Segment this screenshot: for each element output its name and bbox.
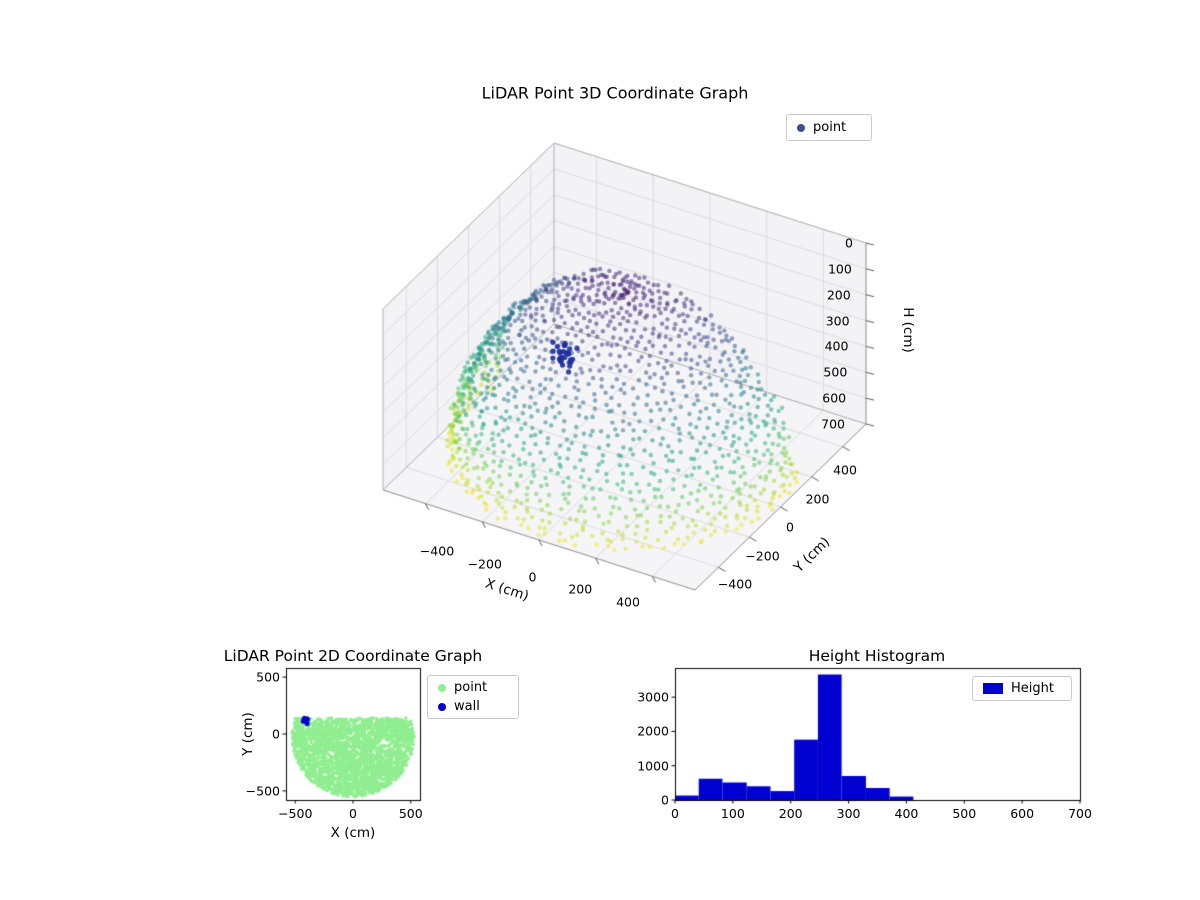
- chart3d-z-axis-label: H (cm): [900, 307, 916, 353]
- chart3d-x-tick-label: −400: [419, 543, 455, 559]
- wall-marker-icon: [438, 702, 446, 711]
- chart2d-y-axis-label: Y (cm): [240, 712, 256, 756]
- histogram-y-tick-label: 3000: [637, 689, 669, 705]
- legend-entry-point: point: [438, 680, 508, 695]
- histogram-y-tick-label: 0: [661, 792, 669, 808]
- point-marker-icon: [438, 683, 446, 692]
- chart2d-x-tick-label: 0: [349, 806, 357, 821]
- point-marker-icon: [797, 123, 805, 132]
- chart3d-z-tick-label: 200: [826, 287, 851, 303]
- histogram-x-tick-label: 400: [894, 806, 919, 821]
- chart3d-z-tick-label: 500: [823, 364, 848, 380]
- histogram-x-tick-label: 500: [952, 806, 977, 821]
- chart2d-x-axis-label: X (cm): [330, 825, 376, 841]
- histogram-x-tick-label: 700: [1068, 806, 1092, 821]
- histogram-y-tick-label: 1000: [637, 758, 669, 774]
- histogram-x-tick-label: 300: [836, 806, 861, 821]
- chart3d-z-tick-label: 100: [827, 261, 852, 277]
- chart3d-legend: point: [786, 114, 872, 141]
- legend-label-point: point: [454, 680, 488, 695]
- legend-entry-height: Height: [983, 681, 1061, 696]
- chart3d-z-tick-label: 0: [845, 235, 853, 251]
- chart3d-x-tick-label: −200: [467, 556, 502, 572]
- chart3d-x-tick-label: 200: [568, 581, 593, 597]
- chart3d-y-tick-label: 0: [786, 519, 794, 535]
- legend-entry-point: point: [797, 120, 861, 135]
- chart2d-x-tick-label: −500: [278, 806, 313, 821]
- chart3d-y-tick-label: 400: [833, 462, 857, 478]
- legend-entry-wall: wall: [438, 699, 508, 714]
- histogram-x-tick-label: 600: [1010, 806, 1035, 821]
- chart2d-y-tick-label: 0: [272, 726, 280, 742]
- chart3d-z-tick-label: 600: [822, 390, 847, 406]
- histogram-x-tick-label: 100: [720, 806, 745, 821]
- chart3d-z-tick-label: 300: [825, 313, 850, 329]
- histogram-legend: Height: [972, 676, 1072, 701]
- chart3d-x-tick-label: 0: [528, 569, 537, 584]
- chart2d-y-tick-label: 500: [256, 669, 280, 685]
- histogram-y-tick-label: 2000: [637, 723, 669, 739]
- chart3d-z-tick-label: 400: [824, 338, 849, 354]
- chart2d-legend: point wall: [427, 675, 519, 719]
- chart2d-y-tick-label: −500: [245, 783, 280, 799]
- legend-label-point: point: [813, 120, 847, 135]
- chart2d-title: LiDAR Point 2D Coordinate Graph: [223, 647, 483, 665]
- legend-label-wall: wall: [454, 699, 480, 714]
- height-bar-swatch-icon: [983, 683, 1003, 694]
- chart3d-x-tick-label: 400: [616, 594, 640, 610]
- chart3d-y-tick-label: −400: [717, 576, 753, 592]
- histogram-x-tick-label: 0: [671, 806, 679, 821]
- chart3d-title: LiDAR Point 3D Coordinate Graph: [481, 83, 749, 103]
- chart3d-z-tick-label: 700: [821, 416, 845, 432]
- legend-label-height: Height: [1011, 681, 1054, 696]
- chart2d-x-tick-label: 500: [398, 806, 423, 821]
- chart3d-y-tick-label: −200: [745, 548, 780, 563]
- histogram-title: Height Histogram: [808, 647, 946, 665]
- chart3d-y-tick-label: 200: [805, 491, 830, 506]
- histogram-x-tick-label: 200: [778, 806, 803, 821]
